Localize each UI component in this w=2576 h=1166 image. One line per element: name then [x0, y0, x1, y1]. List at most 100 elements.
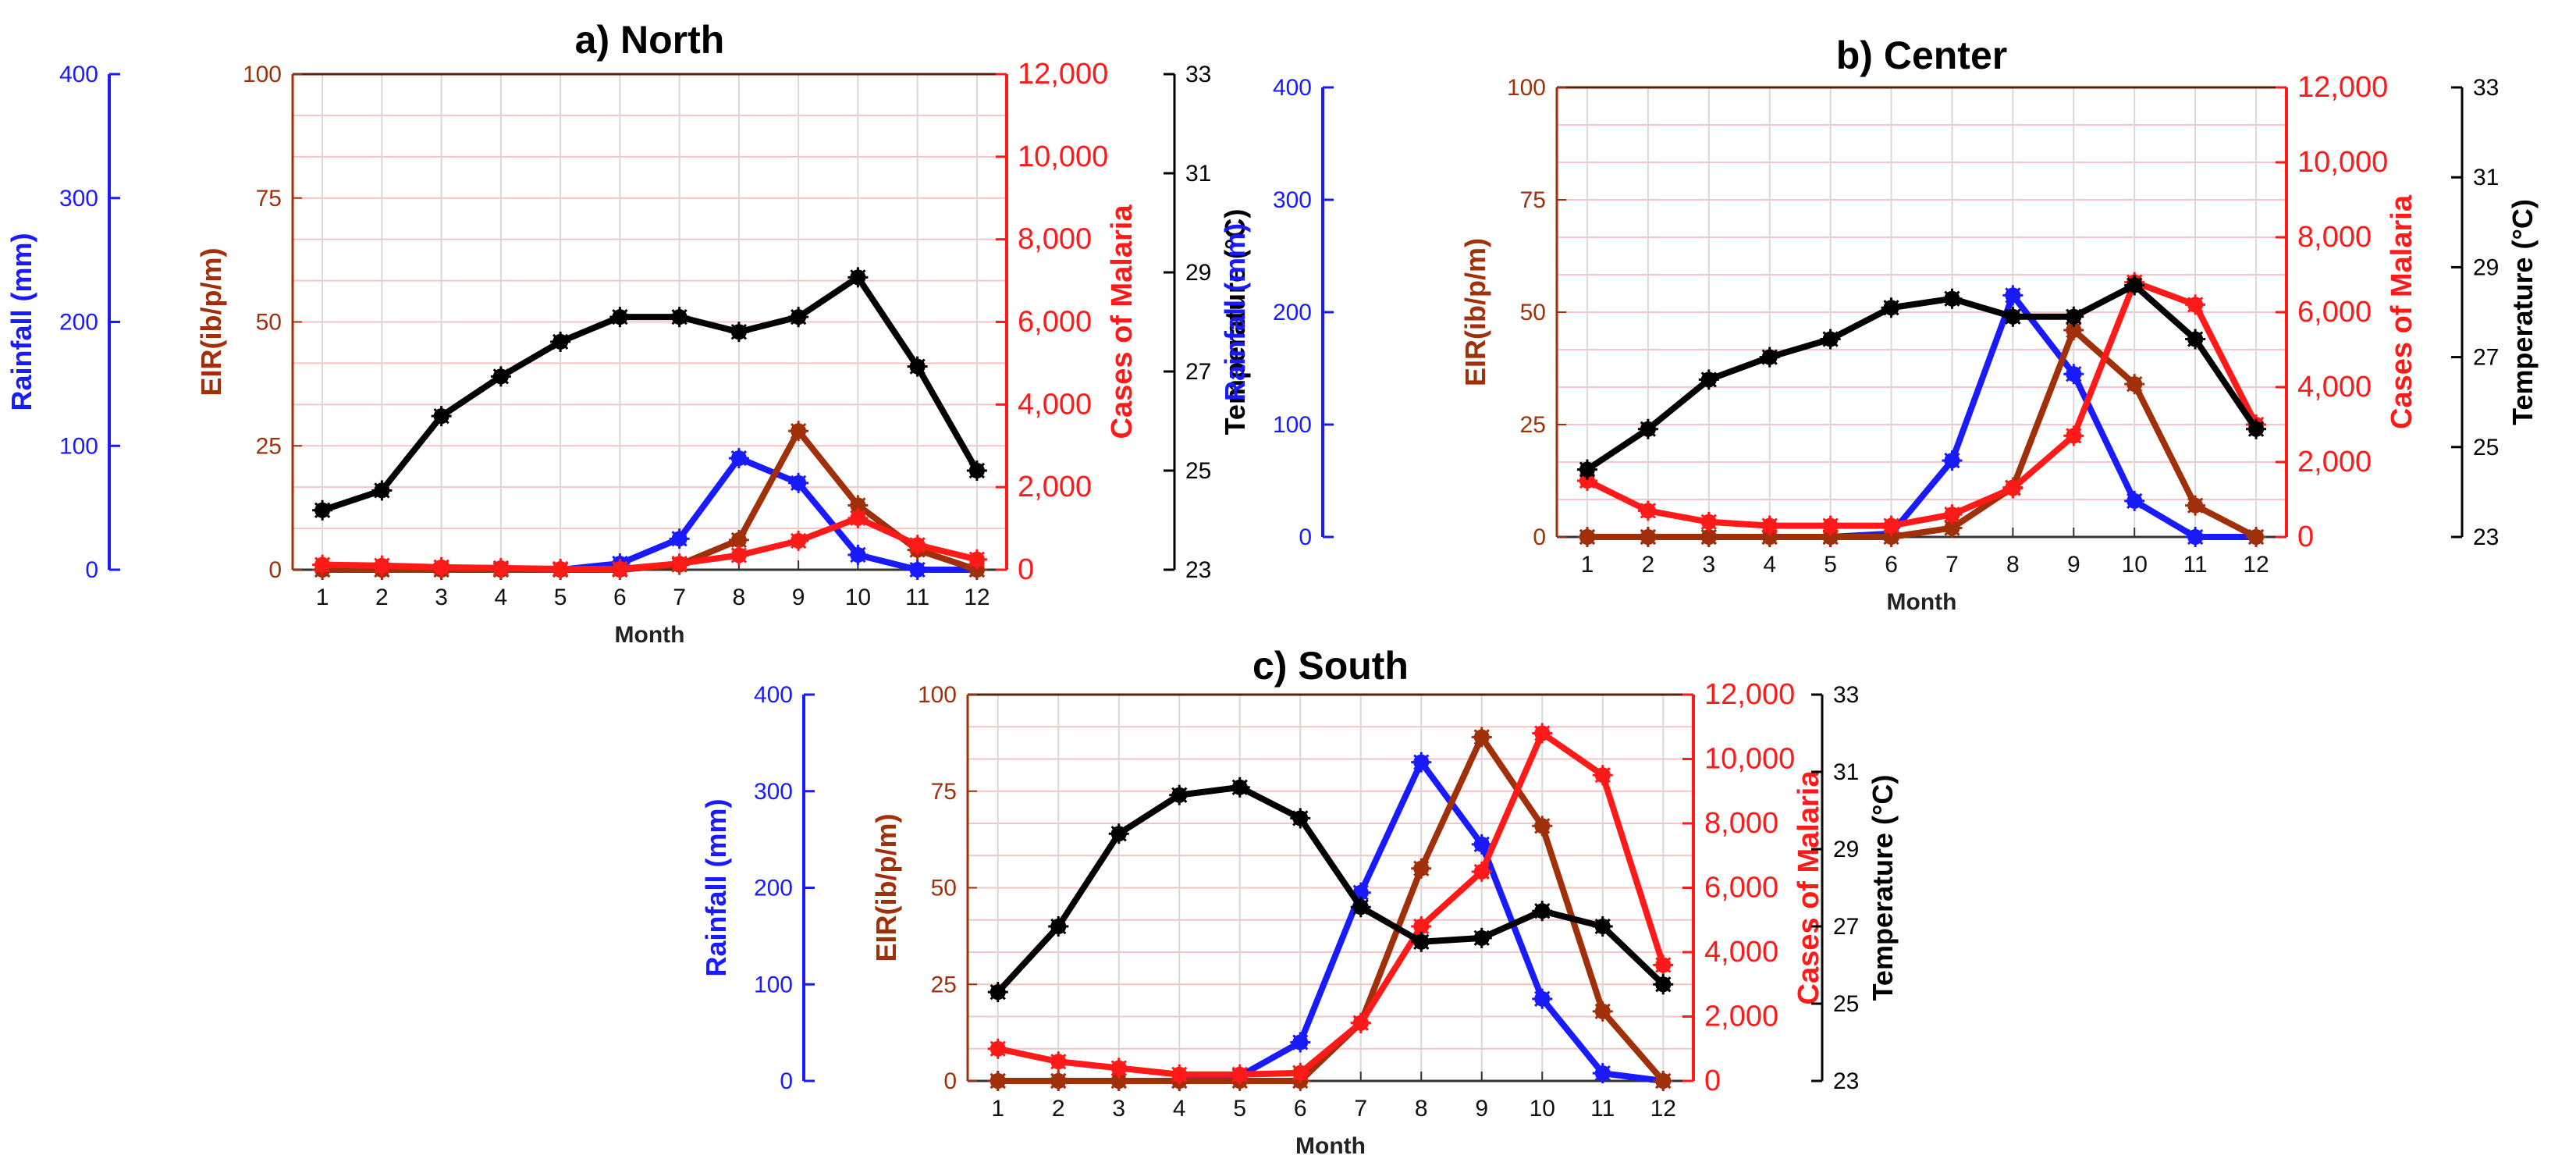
- data-point-cases: [371, 555, 393, 576]
- x-tick-label: 8: [1415, 1096, 1428, 1122]
- temperature-tick-label: 33: [1833, 682, 1859, 708]
- cases-tick-label: 8,000: [2297, 221, 2372, 254]
- temperature-tick-label: 31: [1833, 759, 1859, 785]
- x-tick-label: 3: [1702, 552, 1715, 578]
- marker-star-stroke: [2005, 480, 2021, 496]
- marker-star-stroke: [1761, 349, 1778, 365]
- data-point-cases: [1048, 1051, 1069, 1072]
- temperature-tick-label: 29: [2473, 254, 2499, 280]
- temperature-tick-label: 27: [1185, 359, 1211, 385]
- data-point-temperature: [1048, 916, 1069, 937]
- x-tick-label: 6: [1294, 1096, 1307, 1122]
- rainfall-tick-label: 100: [59, 433, 98, 459]
- data-point-cases: [2063, 425, 2084, 446]
- rainfall-tick-label: 200: [754, 876, 793, 901]
- data-point-temperature: [1942, 288, 1963, 309]
- data-point-eir: [2063, 320, 2084, 341]
- marker-star-stroke: [1413, 860, 1430, 876]
- data-point-rainfall: [1592, 1063, 1613, 1084]
- marker-star-stroke: [1110, 1060, 1127, 1076]
- marker-star-stroke: [990, 983, 1006, 1001]
- marker-star-stroke: [433, 407, 449, 425]
- data-point-temperature: [1411, 931, 1432, 952]
- data-point-cases: [1108, 1058, 1129, 1079]
- marker-star-stroke: [1640, 528, 1657, 546]
- marker-star-stroke: [1579, 528, 1596, 546]
- x-tick-label: 2: [375, 585, 389, 610]
- cases-tick-label: 6,000: [1018, 306, 1092, 339]
- cases-tick-label: 6,000: [1704, 872, 1778, 905]
- marker-star-stroke: [1822, 528, 1839, 546]
- cases-axis-title: Cases of Malaria: [1793, 770, 1825, 1005]
- data-point-temperature: [1169, 784, 1190, 805]
- marker-star-stroke: [1655, 957, 1672, 973]
- series-line-cases: [1583, 279, 2260, 529]
- marker-star-stroke: [2187, 331, 2204, 347]
- marker-star-stroke: [314, 556, 331, 573]
- marker-star-stroke: [1883, 517, 1899, 534]
- cases-tick-label: 8,000: [1704, 807, 1778, 840]
- marker-star-stroke: [909, 561, 926, 578]
- marker-star-stroke: [850, 546, 866, 563]
- eir-tick-label: 100: [1507, 75, 1546, 101]
- marker-star-stroke: [2247, 421, 2265, 437]
- data-point-cases: [550, 558, 571, 579]
- data-point-rainfall: [1411, 752, 1432, 773]
- data-point-cases: [490, 557, 511, 578]
- data-point-cases: [1290, 1062, 1311, 1083]
- cases-tick-label: 2,000: [1018, 471, 1092, 503]
- marker-star-stroke: [1700, 528, 1717, 546]
- marker-star-stroke: [1944, 290, 1960, 307]
- data-point-temperature: [1592, 916, 1613, 937]
- cases-tick-label: 12,000: [1018, 58, 1108, 91]
- rainfall-tick-label: 100: [1273, 412, 1312, 438]
- data-point-eir: [2246, 527, 2267, 547]
- marker-star-stroke: [1594, 766, 1611, 784]
- eir-tick-label: 100: [243, 62, 282, 87]
- data-point-temperature: [371, 480, 393, 501]
- data-point-temperature: [2002, 306, 2023, 327]
- marker-star-stroke: [790, 532, 807, 549]
- x-tick-label: 12: [1650, 1096, 1676, 1122]
- series-line-temperature: [1583, 282, 2260, 473]
- marker-star-stroke: [1640, 421, 1657, 437]
- marker-star-stroke: [1534, 903, 1551, 919]
- data-point-rainfall: [728, 448, 749, 469]
- data-point-cases: [1532, 723, 1553, 744]
- x-tick-label: 4: [495, 585, 508, 610]
- data-point-temperature: [2185, 329, 2206, 350]
- data-point-eir: [1759, 527, 1780, 547]
- x-axis-title: Month: [615, 622, 685, 648]
- marker-star-stroke: [790, 475, 807, 492]
- x-tick-label: 8: [733, 585, 746, 610]
- data-point-eir: [1471, 727, 1492, 748]
- cases-tick-label: 4,000: [1704, 936, 1778, 969]
- x-tick-label: 5: [554, 585, 567, 610]
- data-point-cases: [1820, 515, 1841, 536]
- marker-star-stroke: [2005, 308, 2021, 325]
- rainfall-tick-label: 400: [59, 62, 98, 87]
- data-point-rainfall: [788, 472, 809, 493]
- temperature-tick-label: 29: [1833, 837, 1859, 862]
- series-line-eir: [1583, 327, 2260, 540]
- x-tick-label: 5: [1824, 552, 1837, 578]
- marker-star-stroke: [1413, 754, 1430, 770]
- data-point-temperature: [2063, 306, 2084, 327]
- x-tick-label: 6: [613, 585, 627, 610]
- data-point-cases: [966, 549, 987, 570]
- panel-south: 1 2 3 4 5 6 7 8 9 10 11 12Month0255075100EIR(ib/p/m…: [700, 644, 1899, 1159]
- temperature-tick-label: 23: [2473, 524, 2499, 550]
- x-tick-label: 7: [1354, 1096, 1367, 1122]
- x-tick-label: 4: [1173, 1096, 1186, 1122]
- data-point-eir: [1108, 1071, 1129, 1091]
- marker-star-stroke: [2247, 528, 2265, 546]
- eir-axis-title: EIR(ib/p/m): [1459, 238, 1491, 386]
- data-point-cases: [1759, 515, 1780, 536]
- data-point-eir: [728, 529, 749, 550]
- data-point-eir: [1942, 517, 1963, 539]
- marker-star-stroke: [492, 560, 510, 577]
- data-point-temperature: [788, 307, 809, 328]
- marker-star-stroke: [2066, 322, 2082, 339]
- cases-tick-label: 12,000: [1704, 678, 1795, 711]
